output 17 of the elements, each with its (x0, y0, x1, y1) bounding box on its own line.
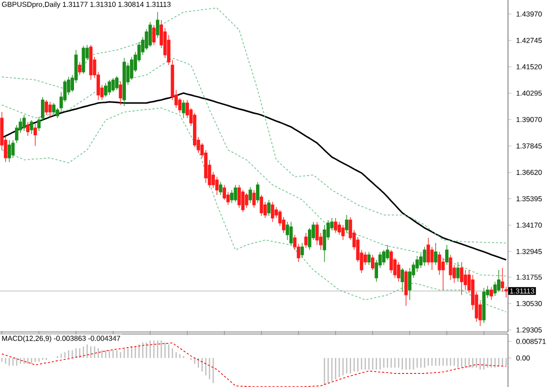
candlestick (430, 246, 434, 270)
candlestick (404, 270, 408, 306)
candlestick (278, 210, 282, 226)
candlestick (367, 252, 371, 266)
candlestick (163, 28, 167, 58)
candlestick (252, 190, 256, 208)
candlestick (493, 281, 497, 296)
candlestick (215, 176, 219, 196)
candlestick (118, 82, 122, 106)
candlestick (315, 222, 319, 246)
candlestick (270, 202, 274, 222)
candlestick (48, 102, 52, 118)
candlestick (144, 28, 148, 50)
candlestick (82, 46, 86, 74)
candlestick (422, 246, 426, 266)
candlestick (456, 262, 460, 282)
candlestick (234, 184, 238, 202)
